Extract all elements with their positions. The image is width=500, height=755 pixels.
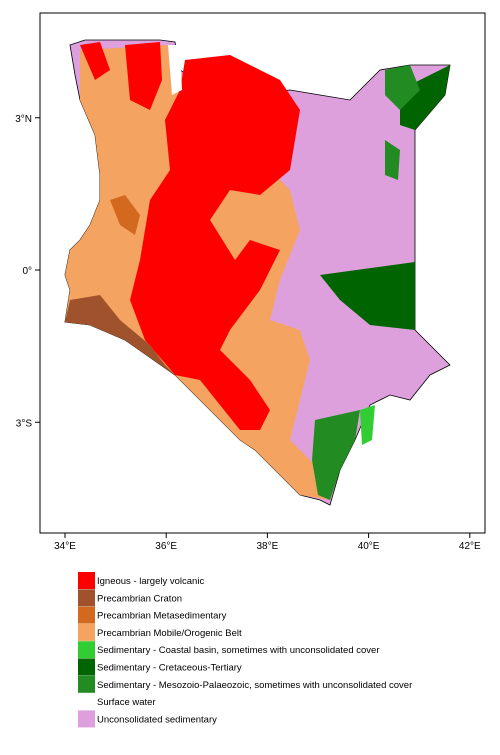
mesozoic-palaeozoic [385, 140, 400, 180]
craton [65, 295, 175, 375]
legend-swatch [78, 658, 95, 676]
mesozoic-palaeozoic [312, 410, 360, 500]
x-tick-label: 40°E [358, 541, 380, 552]
legend-label: Surface water [97, 697, 156, 708]
legend-swatch [78, 693, 95, 711]
legend-label: Unconsolidated sedimentary [97, 714, 217, 725]
coastal-basin [360, 405, 375, 445]
legend-label: Sedimentary - Cretaceous-Tertiary [97, 663, 242, 674]
x-tick-label: 38°E [257, 541, 279, 552]
x-tick-label: 34°E [54, 541, 76, 552]
metasedimentary [110, 195, 140, 235]
legend-label: Precambrian Craton [97, 593, 182, 604]
y-tick-label: 0° [22, 266, 32, 277]
kenya-map [64, 39, 451, 506]
cretaceous-tertiary [400, 65, 450, 130]
legend-swatch [78, 589, 95, 607]
igneous [80, 42, 110, 80]
legend-swatch [78, 641, 95, 659]
legend-label: Precambrian Metasedimentary [97, 611, 227, 622]
legend: Igneous - largely volcanic Precambrian Cr… [78, 572, 412, 728]
legend-swatch [78, 675, 95, 693]
legend-label: Sedimentary - Coastal basin, sometimes w… [97, 645, 380, 656]
igneous [125, 42, 162, 110]
legend-swatch [78, 623, 95, 641]
map-frame [39, 12, 486, 534]
legend-swatch [78, 606, 95, 624]
y-tick-label: 3°N [15, 114, 32, 125]
mesozoic-palaeozoic [385, 65, 420, 110]
x-tick-label: 36°E [155, 541, 177, 552]
legend-swatch [78, 572, 95, 589]
cretaceous-tertiary [320, 262, 415, 330]
legend-label: Sedimentary - Mesozoio-Palaeozoic, somet… [97, 680, 412, 691]
surface-water [168, 45, 182, 95]
axes: 34°E 36°E 38°E 40°E 42°E 3°N 0° 3°S [15, 114, 481, 552]
legend-swatch [78, 710, 95, 728]
x-tick-label: 42°E [459, 541, 481, 552]
igneous [130, 55, 300, 430]
legend-label: Precambrian Mobile/Orogenic Belt [97, 628, 242, 639]
legend-label: Igneous - largely volcanic [97, 576, 204, 587]
y-tick-label: 3°S [16, 418, 33, 429]
